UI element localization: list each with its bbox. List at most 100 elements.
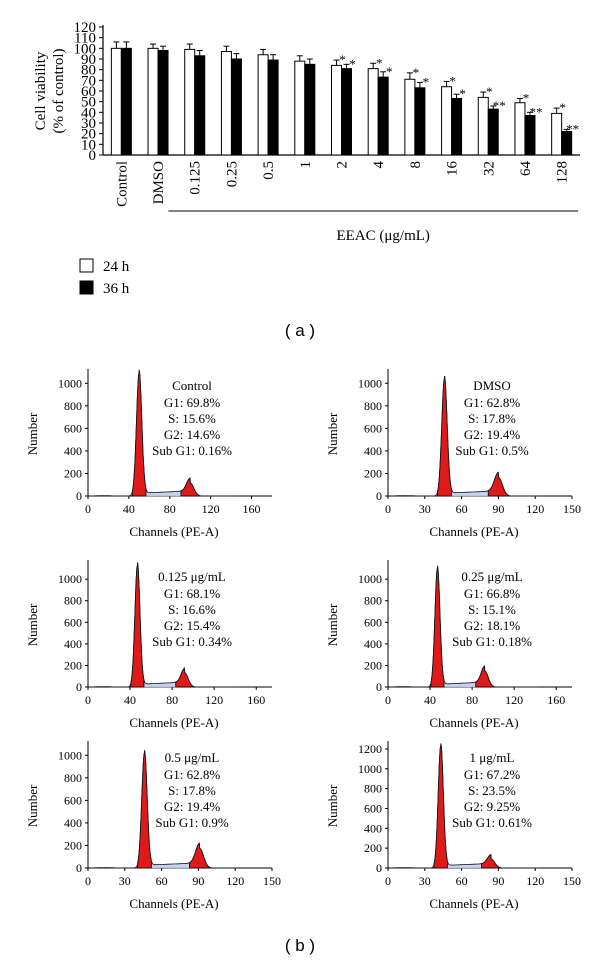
hist-title: 0.25 μg/mL [461,569,522,584]
x-tick-label: 0.125 [188,161,204,195]
y-tick-label: 120 [74,20,97,36]
y-tick-label: 50 [81,95,96,111]
hist-stat-line: G1: 69.8% [164,395,221,410]
x-tick-label: DMSO [151,161,167,205]
hist-x-tick-label: 150 [563,874,581,888]
hist-stat-line: G1: 62.8% [164,767,221,782]
significance-marker: * [376,55,383,70]
hist-stat-line: S: 16.6% [168,602,216,617]
hist-y-tick-label: 600 [64,793,82,807]
hist-stat-line: S: 23.5% [468,783,516,798]
bar-24h [367,68,379,156]
hist-y-tick-label: 600 [364,801,382,815]
histogram-control: 0 200 400 600 800 1000 0 40 80 120 160 Number Channe… [25,368,272,539]
hist-y-tick-label: 600 [364,615,382,629]
hist-y-tick-label: 1000 [358,762,382,776]
hist-envelope-line [390,566,539,688]
significance-marker: * [339,52,346,67]
bar-36h [194,55,206,156]
hist-x-tick-label: 0 [85,874,91,888]
hist-x-tick-label: 30 [419,874,431,888]
legend-label-24h: 24 h [103,259,130,275]
y-tick-label: 100 [74,41,97,57]
panel-label-b: ( b ) [284,936,316,955]
hist-stat-line: Sub G1: 0.18% [452,634,532,649]
hist-x-tick-label: 150 [263,874,281,888]
bar-36h [341,68,352,156]
x-tick-label: 8 [408,161,424,169]
hist-y-tick-label: 200 [64,466,82,480]
hist-s-phase-region [442,673,477,688]
hist-y-tick-label: 0 [376,861,382,875]
x-tick-label: 4 [371,161,387,169]
hist-s-phase-region [142,673,177,688]
histogram-0-5: 0 200 400 600 800 1000 0 30 60 90 120 150 Number Chan… [25,741,281,911]
hist-envelope-line [90,750,239,869]
hist-x-tick-label: 60 [156,874,168,888]
hist-stat-line: G2: 14.6% [164,427,221,442]
hist-x-tick-label: 120 [205,693,223,707]
hist-y-tick-label: 400 [364,821,382,835]
hist-y-tick-label: 200 [64,838,82,852]
hist-y-tick-label: 1000 [58,572,82,586]
hist-stat-line: Sub G1: 0.16% [152,443,232,458]
hist-stat-line: S: 17.8% [468,411,516,426]
histogram-dmso: 0 200 400 600 800 1000 0 30 60 90 120 150 Number Chan… [325,369,581,539]
hist-s-phase-region [450,482,490,497]
x-tick-label: Control [114,161,130,207]
hist-y-tick-label: 0 [376,489,382,503]
hist-y-tick-label: 0 [376,680,382,694]
legend-swatch-36h [79,280,94,295]
x-tick-label: 16 [445,161,461,177]
bar-24h [147,47,159,156]
hist-y-tick-label: 0 [76,861,82,875]
hist-y-tick-label: 400 [64,637,82,651]
hist-x-tick-label: 160 [247,693,265,707]
significance-marker: * [349,56,356,71]
hist-s-phase-region [446,854,483,869]
hist-y-axis-label: Number [325,784,340,827]
significance-marker: * [523,90,530,105]
hist-x-tick-label: 120 [526,874,544,888]
hist-x-tick-label: 120 [226,874,244,888]
hist-stat-line: S: 17.8% [168,783,216,798]
hist-stat-line: G2: 18.1% [464,618,521,633]
bar-24h [184,48,196,156]
legend-swatch-24h [79,258,94,273]
hist-x-axis-label: Channels (PE-A) [429,715,518,730]
hist-y-tick-label: 1200 [358,742,382,756]
hist-stat-line: G2: 9.25% [464,799,521,814]
y-tick-label: 80 [81,63,96,79]
bar-36h [267,59,279,156]
hist-x-axis-label: Channels (PE-A) [429,896,518,911]
x-tick-label: 2 [335,161,351,169]
bar-24h [110,47,122,156]
hist-x-tick-label: 60 [456,502,468,516]
hist-y-tick-label: 400 [64,444,82,458]
bar-24h [404,78,416,156]
hist-title: 1 μg/mL [470,750,515,765]
significance-marker: * [459,86,466,101]
hist-y-tick-label: 1000 [358,376,382,390]
significance-marker: * [413,65,420,80]
hist-y-tick-label: 800 [364,782,382,796]
hist-x-tick-label: 90 [492,874,504,888]
hist-stat-line: S: 15.1% [468,602,516,617]
hist-y-tick-label: 1000 [58,748,82,762]
hist-x-tick-label: 0 [385,693,391,707]
hist-y-axis-label: Number [325,603,340,646]
hist-x-tick-label: 40 [424,693,436,707]
hist-s-phase-region [144,481,183,497]
y-tick-label: 10 [81,137,96,153]
hist-x-tick-label: 80 [466,693,478,707]
y-tick-label: 90 [81,52,96,68]
hist-y-tick-label: 400 [364,637,382,651]
significance-marker: * [386,64,393,79]
hist-x-tick-label: 30 [419,502,431,516]
hist-title: Control [172,378,212,393]
hist-y-axis-label: Number [25,784,40,827]
hist-stat-line: G1: 67.2% [464,767,521,782]
hist-x-tick-label: 0 [85,693,91,707]
y-tick-label: 110 [74,31,96,47]
